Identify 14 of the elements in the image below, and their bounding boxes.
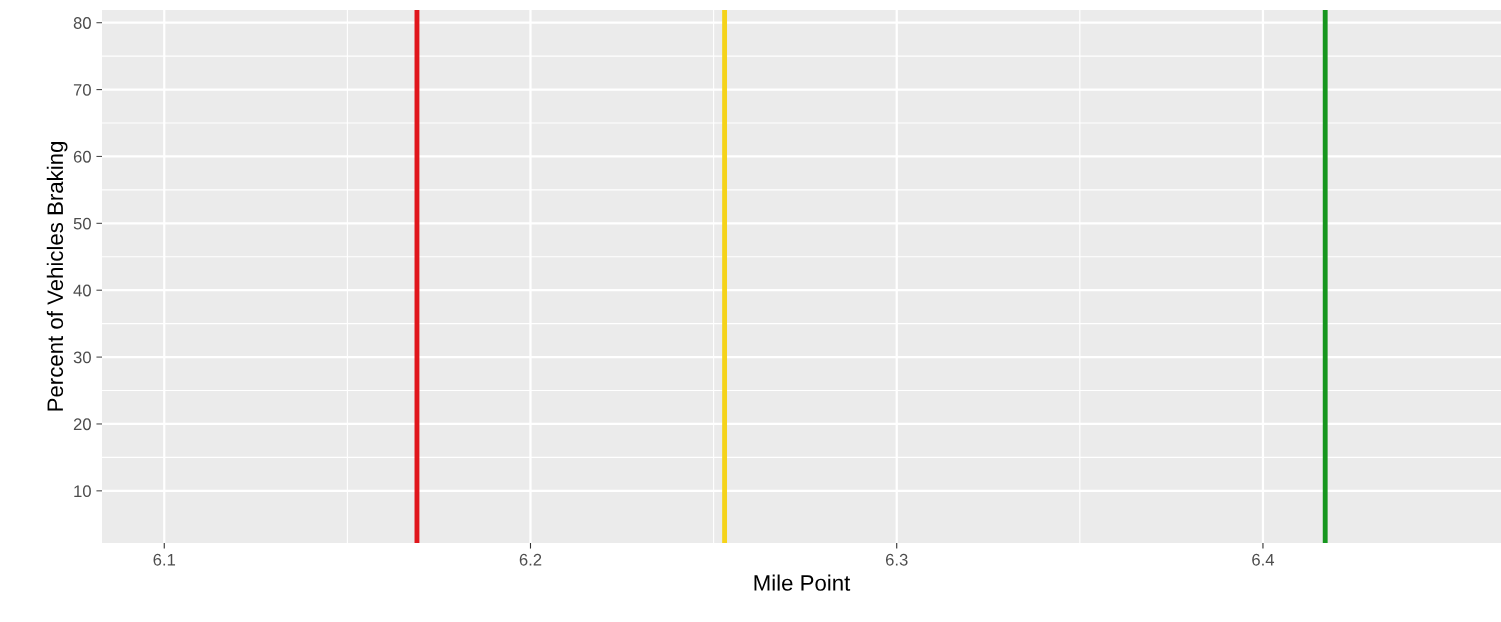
y-tick-label: 30 [73,351,91,364]
y-tick-label: 40 [73,284,91,297]
y-tick-label: 50 [73,217,91,230]
x-tick-label: 6.1 [153,553,176,566]
y-tick-label: 70 [73,83,91,96]
x-tick-label: 6.2 [519,553,542,566]
x-tick-label: 6.4 [1252,553,1275,566]
y-tick-label: 80 [73,17,91,29]
y-tick-label: 60 [73,150,91,163]
y-tick-label: 20 [73,418,91,431]
x-tick-label: 6.3 [885,553,908,566]
y-tick-label: 10 [74,485,91,498]
y-axis-title: Percent of Vehicles Braking [46,142,68,411]
x-axis-title: Mile Point [754,574,851,591]
